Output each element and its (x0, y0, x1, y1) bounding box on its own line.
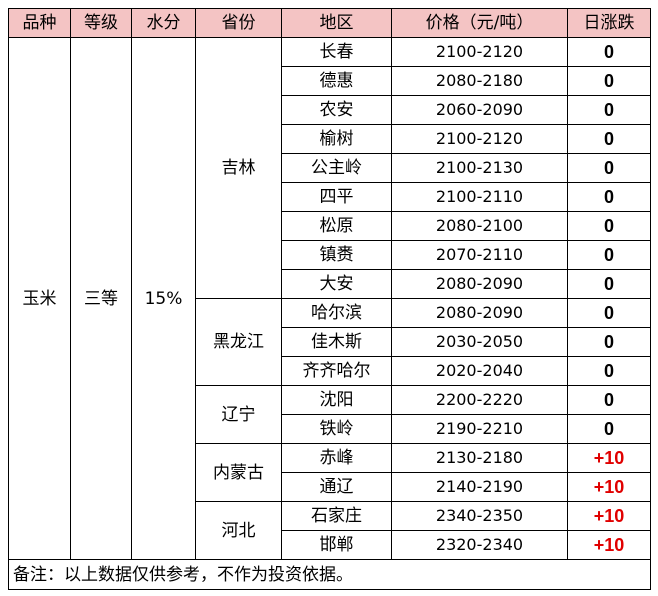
note-text: 备注：以上数据仅供参考，不作为投资依据。 (8, 559, 651, 590)
region-cell: 公主岭 (281, 153, 392, 183)
price-cell: 2200-2220 (391, 385, 568, 415)
region-cell: 长春 (281, 37, 392, 67)
daily-change-cell: 0 (567, 385, 651, 415)
table-row: 邯郸 2320-2340 +10 (9, 530, 651, 560)
table-row: 德惠 2080-2180 0 (9, 66, 651, 96)
region-cell: 大安 (281, 269, 392, 299)
daily-change-cell: +10 (567, 443, 651, 473)
daily-change-cell: +10 (567, 501, 651, 531)
price-cell: 2190-2210 (391, 414, 568, 444)
daily-change-cell: 0 (567, 37, 651, 67)
price-cell: 2080-2180 (391, 66, 568, 96)
region-cell: 镇赉 (281, 240, 392, 270)
table-row: 玉米 三等 15% 吉林 长春 2100-2120 0 (8, 37, 651, 560)
table-row: 河北 石家庄 2340-2350 +10 (9, 501, 651, 560)
daily-change-cell: 0 (567, 95, 651, 125)
grade-cell: 三等 (70, 37, 132, 560)
region-cell: 通辽 (281, 472, 392, 502)
region-cell: 哈尔滨 (281, 298, 392, 328)
daily-change-cell: 0 (567, 124, 651, 154)
table-row: 辽宁 沈阳 2200-2220 0 (9, 385, 651, 444)
price-cell: 2130-2180 (391, 443, 568, 473)
table-footer: 备注：以上数据仅供参考，不作为投资依据。 (8, 559, 651, 590)
price-cell: 2100-2120 (391, 124, 568, 154)
table-body: 玉米 三等 15% 吉林 长春 2100-2120 0 德惠 2080-2180 0 农安 2060-… (8, 37, 651, 560)
price-cell: 2340-2350 (391, 501, 568, 531)
table-row: 公主岭 2100-2130 0 (9, 153, 651, 183)
daily-change-cell: 0 (567, 269, 651, 299)
daily-change-cell: 0 (567, 414, 651, 444)
region-cell: 邯郸 (281, 530, 392, 560)
daily-change-cell: 0 (567, 182, 651, 212)
region-cell: 沈阳 (281, 385, 392, 415)
moisture-cell: 15% (131, 37, 196, 560)
variety-cell: 玉米 (8, 37, 71, 560)
price-table: 品种 等级 水分 省份 地区 价格（元/吨） 日涨跌 玉米 三等 15% 吉林 长春 21… (8, 8, 651, 590)
province-cell: 河北 (195, 501, 282, 560)
region-cell: 榆树 (281, 124, 392, 154)
table-row: 四平 2100-2110 0 (9, 182, 651, 212)
header-region: 地区 (281, 8, 392, 38)
province-cell: 吉林 (195, 37, 282, 299)
price-cell: 2140-2190 (391, 472, 568, 502)
table-row: 榆树 2100-2120 0 (9, 124, 651, 154)
province-cell: 黑龙江 (195, 298, 282, 386)
daily-change-cell: 0 (567, 153, 651, 183)
region-cell: 石家庄 (281, 501, 392, 531)
price-cell: 2100-2120 (391, 37, 568, 67)
daily-change-cell: 0 (567, 356, 651, 386)
daily-change-cell: 0 (567, 327, 651, 357)
daily-change-cell: +10 (567, 472, 651, 502)
header-variety: 品种 (8, 8, 71, 38)
price-cell: 2100-2110 (391, 182, 568, 212)
table-row: 内蒙古 赤峰 2130-2180 +10 (9, 443, 651, 502)
header-daily-change: 日涨跌 (567, 8, 651, 38)
price-cell: 2080-2090 (391, 269, 568, 299)
price-cell: 2020-2040 (391, 356, 568, 386)
region-cell: 松原 (281, 211, 392, 241)
price-cell: 2080-2090 (391, 298, 568, 328)
province-cell: 内蒙古 (195, 443, 282, 502)
price-cell: 2030-2050 (391, 327, 568, 357)
table-row: 铁岭 2190-2210 0 (9, 414, 651, 444)
table-row: 齐齐哈尔 2020-2040 0 (9, 356, 651, 386)
region-cell: 赤峰 (281, 443, 392, 473)
region-cell: 佳木斯 (281, 327, 392, 357)
price-cell: 2320-2340 (391, 530, 568, 560)
header-moisture: 水分 (131, 8, 196, 38)
price-cell: 2100-2130 (391, 153, 568, 183)
daily-change-cell: 0 (567, 298, 651, 328)
price-cell: 2060-2090 (391, 95, 568, 125)
daily-change-cell: 0 (567, 240, 651, 270)
table-row: 佳木斯 2030-2050 0 (9, 327, 651, 357)
region-cell: 齐齐哈尔 (281, 356, 392, 386)
header-price: 价格（元/吨） (391, 8, 568, 38)
price-cell: 2070-2110 (391, 240, 568, 270)
table-row: 黑龙江 哈尔滨 2080-2090 0 (9, 298, 651, 386)
region-cell: 四平 (281, 182, 392, 212)
region-cell: 铁岭 (281, 414, 392, 444)
price-cell: 2080-2100 (391, 211, 568, 241)
table-header: 品种 等级 水分 省份 地区 价格（元/吨） 日涨跌 (8, 8, 651, 38)
region-cell: 德惠 (281, 66, 392, 96)
daily-change-cell: 0 (567, 211, 651, 241)
province-cell: 辽宁 (195, 385, 282, 444)
region-cell: 农安 (281, 95, 392, 125)
daily-change-cell: +10 (567, 530, 651, 560)
note-row: 备注：以上数据仅供参考，不作为投资依据。 (8, 559, 651, 590)
table-row: 镇赉 2070-2110 0 (9, 240, 651, 270)
header-province: 省份 (195, 8, 282, 38)
header-row: 品种 等级 水分 省份 地区 价格（元/吨） 日涨跌 (8, 8, 651, 38)
daily-change-cell: 0 (567, 66, 651, 96)
header-grade: 等级 (70, 8, 132, 38)
table-row: 通辽 2140-2190 +10 (9, 472, 651, 502)
